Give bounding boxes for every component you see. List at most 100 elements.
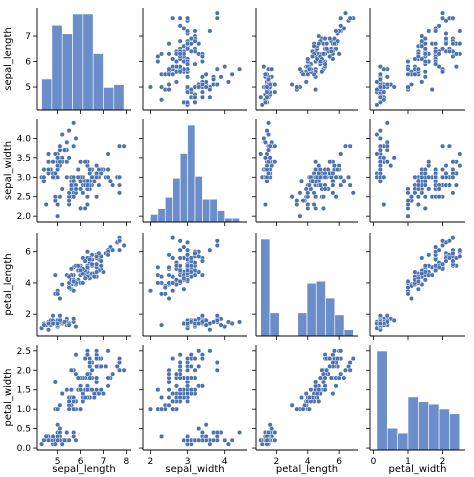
scatter-point bbox=[181, 275, 187, 281]
scatter-point bbox=[306, 394, 312, 401]
scatter-point bbox=[173, 59, 179, 65]
scatter-point bbox=[96, 182, 102, 188]
scatter-point bbox=[336, 51, 342, 57]
scatter-point bbox=[105, 375, 111, 381]
hist-bar-petal_width-4 bbox=[418, 401, 430, 451]
scatter-point bbox=[166, 272, 172, 278]
scatter-point bbox=[147, 84, 153, 90]
hist-bar-sepal_width-6 bbox=[194, 176, 203, 223]
y-axis-label-petal_length: petal_length bbox=[3, 253, 14, 315]
scatter-point bbox=[57, 429, 63, 436]
hist-bar-sepal_width-11 bbox=[231, 217, 240, 223]
scatter-point bbox=[391, 155, 397, 161]
x-tick-label: 5 bbox=[55, 457, 61, 467]
scatter-point bbox=[408, 296, 415, 302]
scatter-point bbox=[203, 84, 209, 90]
scatter-point bbox=[166, 81, 172, 88]
scatter-point bbox=[50, 159, 56, 165]
y-tick-label: 3.5 bbox=[17, 154, 31, 164]
scatter-point bbox=[170, 15, 176, 21]
scatter-point bbox=[264, 84, 270, 90]
scatter-point bbox=[258, 151, 264, 157]
scatter-point bbox=[450, 258, 456, 264]
scatter-point bbox=[73, 186, 79, 192]
hist-bar-petal_width-5 bbox=[428, 403, 440, 451]
scatter-point bbox=[324, 46, 330, 52]
scatter-point bbox=[66, 406, 72, 412]
scatter-point bbox=[377, 76, 383, 82]
scatter-point bbox=[322, 36, 328, 42]
scatter-point bbox=[377, 71, 383, 77]
x-tick-label: 6 bbox=[78, 457, 84, 467]
scatter-point bbox=[170, 391, 176, 397]
scatter-point bbox=[84, 371, 90, 377]
scatter-point bbox=[84, 352, 90, 358]
panel-sepal_length-vs-sepal_width bbox=[139, 8, 247, 114]
scatter-point bbox=[207, 94, 213, 100]
scatter-point bbox=[457, 253, 463, 259]
scatter-point bbox=[192, 38, 198, 44]
scatter-point bbox=[45, 320, 52, 327]
scatter-point bbox=[384, 159, 390, 165]
scatter-point bbox=[446, 182, 453, 188]
scatter-point bbox=[311, 201, 317, 208]
scatter-point bbox=[440, 242, 446, 249]
scatter-point bbox=[327, 36, 333, 42]
scatter-point bbox=[333, 194, 339, 200]
scatter-point bbox=[52, 194, 58, 200]
scatter-point bbox=[105, 166, 111, 173]
scatter-point bbox=[82, 258, 88, 264]
scatter-point bbox=[196, 41, 202, 47]
scatter-point bbox=[426, 28, 432, 34]
scatter-point bbox=[388, 163, 394, 169]
scatter-point bbox=[320, 194, 327, 200]
scatter-point bbox=[199, 272, 205, 278]
scatter-point bbox=[300, 198, 306, 204]
scatter-point bbox=[173, 371, 179, 377]
scatter-point bbox=[419, 255, 425, 261]
scatter-point bbox=[289, 194, 295, 200]
scatter-point bbox=[440, 261, 446, 267]
scatter-point bbox=[66, 128, 72, 134]
scatter-point bbox=[412, 190, 418, 196]
scatter-point bbox=[264, 437, 270, 443]
scatter-point bbox=[377, 135, 383, 141]
scatter-point bbox=[71, 406, 77, 412]
scatter-point bbox=[177, 359, 183, 366]
hist-bar-sepal_length-5 bbox=[92, 53, 104, 111]
scatter-point bbox=[87, 359, 93, 366]
scatter-point bbox=[75, 263, 81, 269]
scatter-point bbox=[185, 383, 191, 389]
scatter-point bbox=[338, 15, 344, 21]
scatter-point bbox=[333, 28, 339, 34]
hist-bar-sepal_width-8 bbox=[209, 198, 218, 223]
scatter-point bbox=[64, 387, 70, 393]
scatter-point bbox=[185, 267, 191, 274]
scatter-point bbox=[303, 79, 309, 85]
scatter-point bbox=[347, 182, 353, 188]
scatter-point bbox=[429, 87, 435, 93]
scatter-point bbox=[43, 433, 49, 439]
scatter-point bbox=[121, 143, 127, 149]
scatter-point bbox=[185, 89, 191, 95]
scatter-point bbox=[84, 194, 90, 200]
scatter-point bbox=[229, 437, 235, 443]
hist-bar-petal_length-1 bbox=[269, 312, 280, 337]
scatter-point bbox=[203, 317, 209, 323]
hist-bar-sepal_width-10 bbox=[224, 217, 233, 223]
hist-bar-sepal_width-4 bbox=[179, 153, 188, 223]
scatter-point bbox=[80, 190, 86, 196]
hist-bar-sepal_length-2 bbox=[61, 33, 73, 111]
scatter-point bbox=[338, 151, 344, 157]
scatter-point bbox=[450, 53, 456, 60]
scatter-point bbox=[377, 320, 383, 327]
scatter-point bbox=[328, 375, 334, 381]
hist-bar-sepal_width-3 bbox=[172, 177, 181, 223]
scatter-point bbox=[450, 166, 456, 173]
scatter-point bbox=[426, 174, 432, 180]
scatter-point bbox=[211, 76, 217, 82]
y-tick-label: 6 bbox=[25, 248, 31, 258]
scatter-point bbox=[181, 25, 187, 31]
scatter-point bbox=[188, 387, 194, 393]
scatter-point bbox=[71, 394, 77, 401]
